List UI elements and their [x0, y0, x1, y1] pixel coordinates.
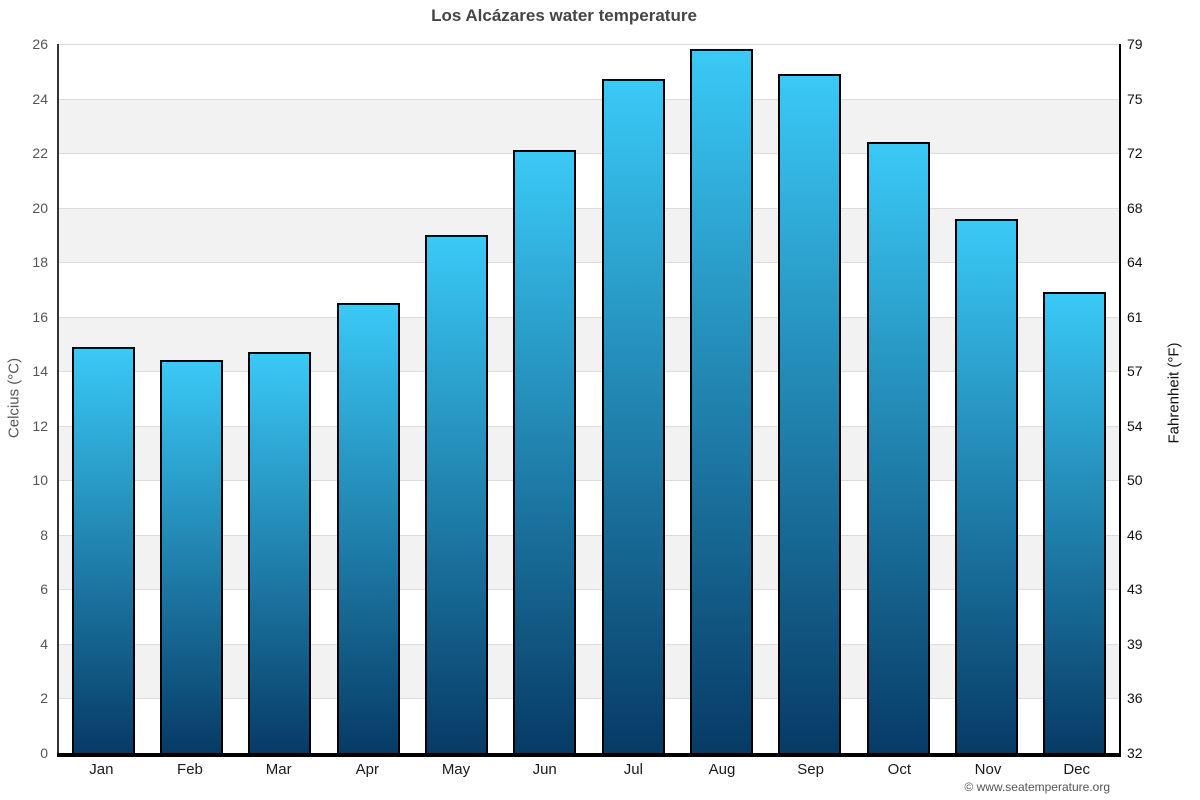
y-tick-left-12: 12: [32, 417, 48, 434]
y-axis-right-label: Fahrenheit (°F): [1165, 342, 1183, 444]
bar-slot-jan: [59, 44, 147, 753]
bar-slot-nov: [942, 44, 1030, 753]
x-tick-dec: Dec: [1063, 761, 1090, 778]
y-tick-right-50: 50: [1127, 472, 1143, 489]
x-tick-may: May: [441, 761, 471, 778]
bar-slot-jun: [501, 44, 589, 753]
x-tick-jul: Jul: [623, 761, 643, 778]
bar-slot-oct: [854, 44, 942, 753]
grid-band: [59, 480, 1119, 535]
bar-jun: [513, 150, 577, 753]
y-tick-right-32: 32: [1127, 745, 1143, 761]
x-tick-feb: Feb: [177, 761, 203, 778]
bar-jul: [601, 79, 665, 753]
y-tick-right-54: 54: [1127, 417, 1143, 434]
y-tick-right-39: 39: [1127, 635, 1143, 652]
y-tick-left-0: 0: [40, 745, 48, 761]
grid-band: [59, 589, 1119, 644]
bar-oct: [866, 142, 930, 753]
x-tick-aug: Aug: [708, 761, 736, 778]
plot-area: [57, 44, 1121, 757]
y-tick-right-57: 57: [1127, 363, 1143, 380]
y-tick-left-8: 8: [40, 526, 48, 543]
bar-slot-may: [412, 44, 500, 753]
grid-band: [59, 534, 1119, 590]
y-tick-left-10: 10: [32, 472, 48, 489]
x-tick-apr: Apr: [355, 761, 379, 778]
x-tick-oct: Oct: [887, 761, 911, 778]
y-tick-left-2: 2: [40, 690, 48, 707]
grid-band: [59, 371, 1119, 426]
y-tick-right-36: 36: [1127, 690, 1143, 707]
y-tick-right-64: 64: [1127, 254, 1143, 271]
grid-band: [59, 98, 1119, 154]
y-tick-left-26: 26: [32, 36, 48, 52]
bar-sep: [778, 74, 842, 753]
bar-series: [59, 44, 1119, 753]
bar-slot-aug: [677, 44, 765, 753]
bar-apr: [336, 303, 400, 753]
bar-mar: [248, 352, 312, 753]
grid-band: [59, 44, 1119, 99]
y-tick-right-75: 75: [1127, 90, 1143, 107]
bar-feb: [159, 360, 223, 753]
y-tick-left-16: 16: [32, 308, 48, 325]
bar-slot-apr: [324, 44, 412, 753]
bar-slot-sep: [766, 44, 854, 753]
y-tick-left-20: 20: [32, 199, 48, 216]
y-tick-right-46: 46: [1127, 526, 1143, 543]
y-tick-left-4: 4: [40, 635, 48, 652]
bar-dec: [1043, 292, 1107, 753]
y-tick-right-72: 72: [1127, 145, 1143, 162]
grid-band: [59, 425, 1119, 481]
x-axis-line: [57, 753, 1121, 757]
x-tick-mar: Mar: [265, 761, 292, 778]
bar-jan: [71, 346, 135, 753]
y-tick-right-68: 68: [1127, 199, 1143, 216]
grid-band: [59, 643, 1119, 699]
x-tick-nov: Nov: [974, 761, 1002, 778]
grid-band: [59, 262, 1119, 317]
y-tick-left-24: 24: [32, 90, 48, 107]
y-tick-left-14: 14: [32, 363, 48, 380]
grid-band: [59, 207, 1119, 263]
y-tick-left-22: 22: [32, 145, 48, 162]
bar-nov: [954, 218, 1018, 753]
chart-title: Los Alcázares water temperature: [431, 6, 697, 25]
y-tick-right-61: 61: [1127, 308, 1143, 325]
grid-band: [59, 153, 1119, 208]
copyright-text: © www.seatemperature.org: [964, 780, 1110, 794]
x-tick-jan: Jan: [89, 761, 114, 778]
grid-band: [59, 316, 1119, 372]
bar-aug: [689, 49, 753, 753]
x-tick-jun: Jun: [532, 761, 557, 778]
grid-band: [59, 698, 1119, 753]
y-tick-left-6: 6: [40, 581, 48, 598]
x-tick-sep: Sep: [797, 761, 824, 778]
bar-slot-feb: [147, 44, 235, 753]
bar-slot-jul: [589, 44, 677, 753]
y-tick-left-18: 18: [32, 254, 48, 271]
y-tick-right-43: 43: [1127, 581, 1143, 598]
bar-may: [424, 234, 488, 753]
bar-slot-mar: [236, 44, 324, 753]
y-tick-right-79: 79: [1127, 36, 1143, 52]
bar-slot-dec: [1031, 44, 1119, 753]
